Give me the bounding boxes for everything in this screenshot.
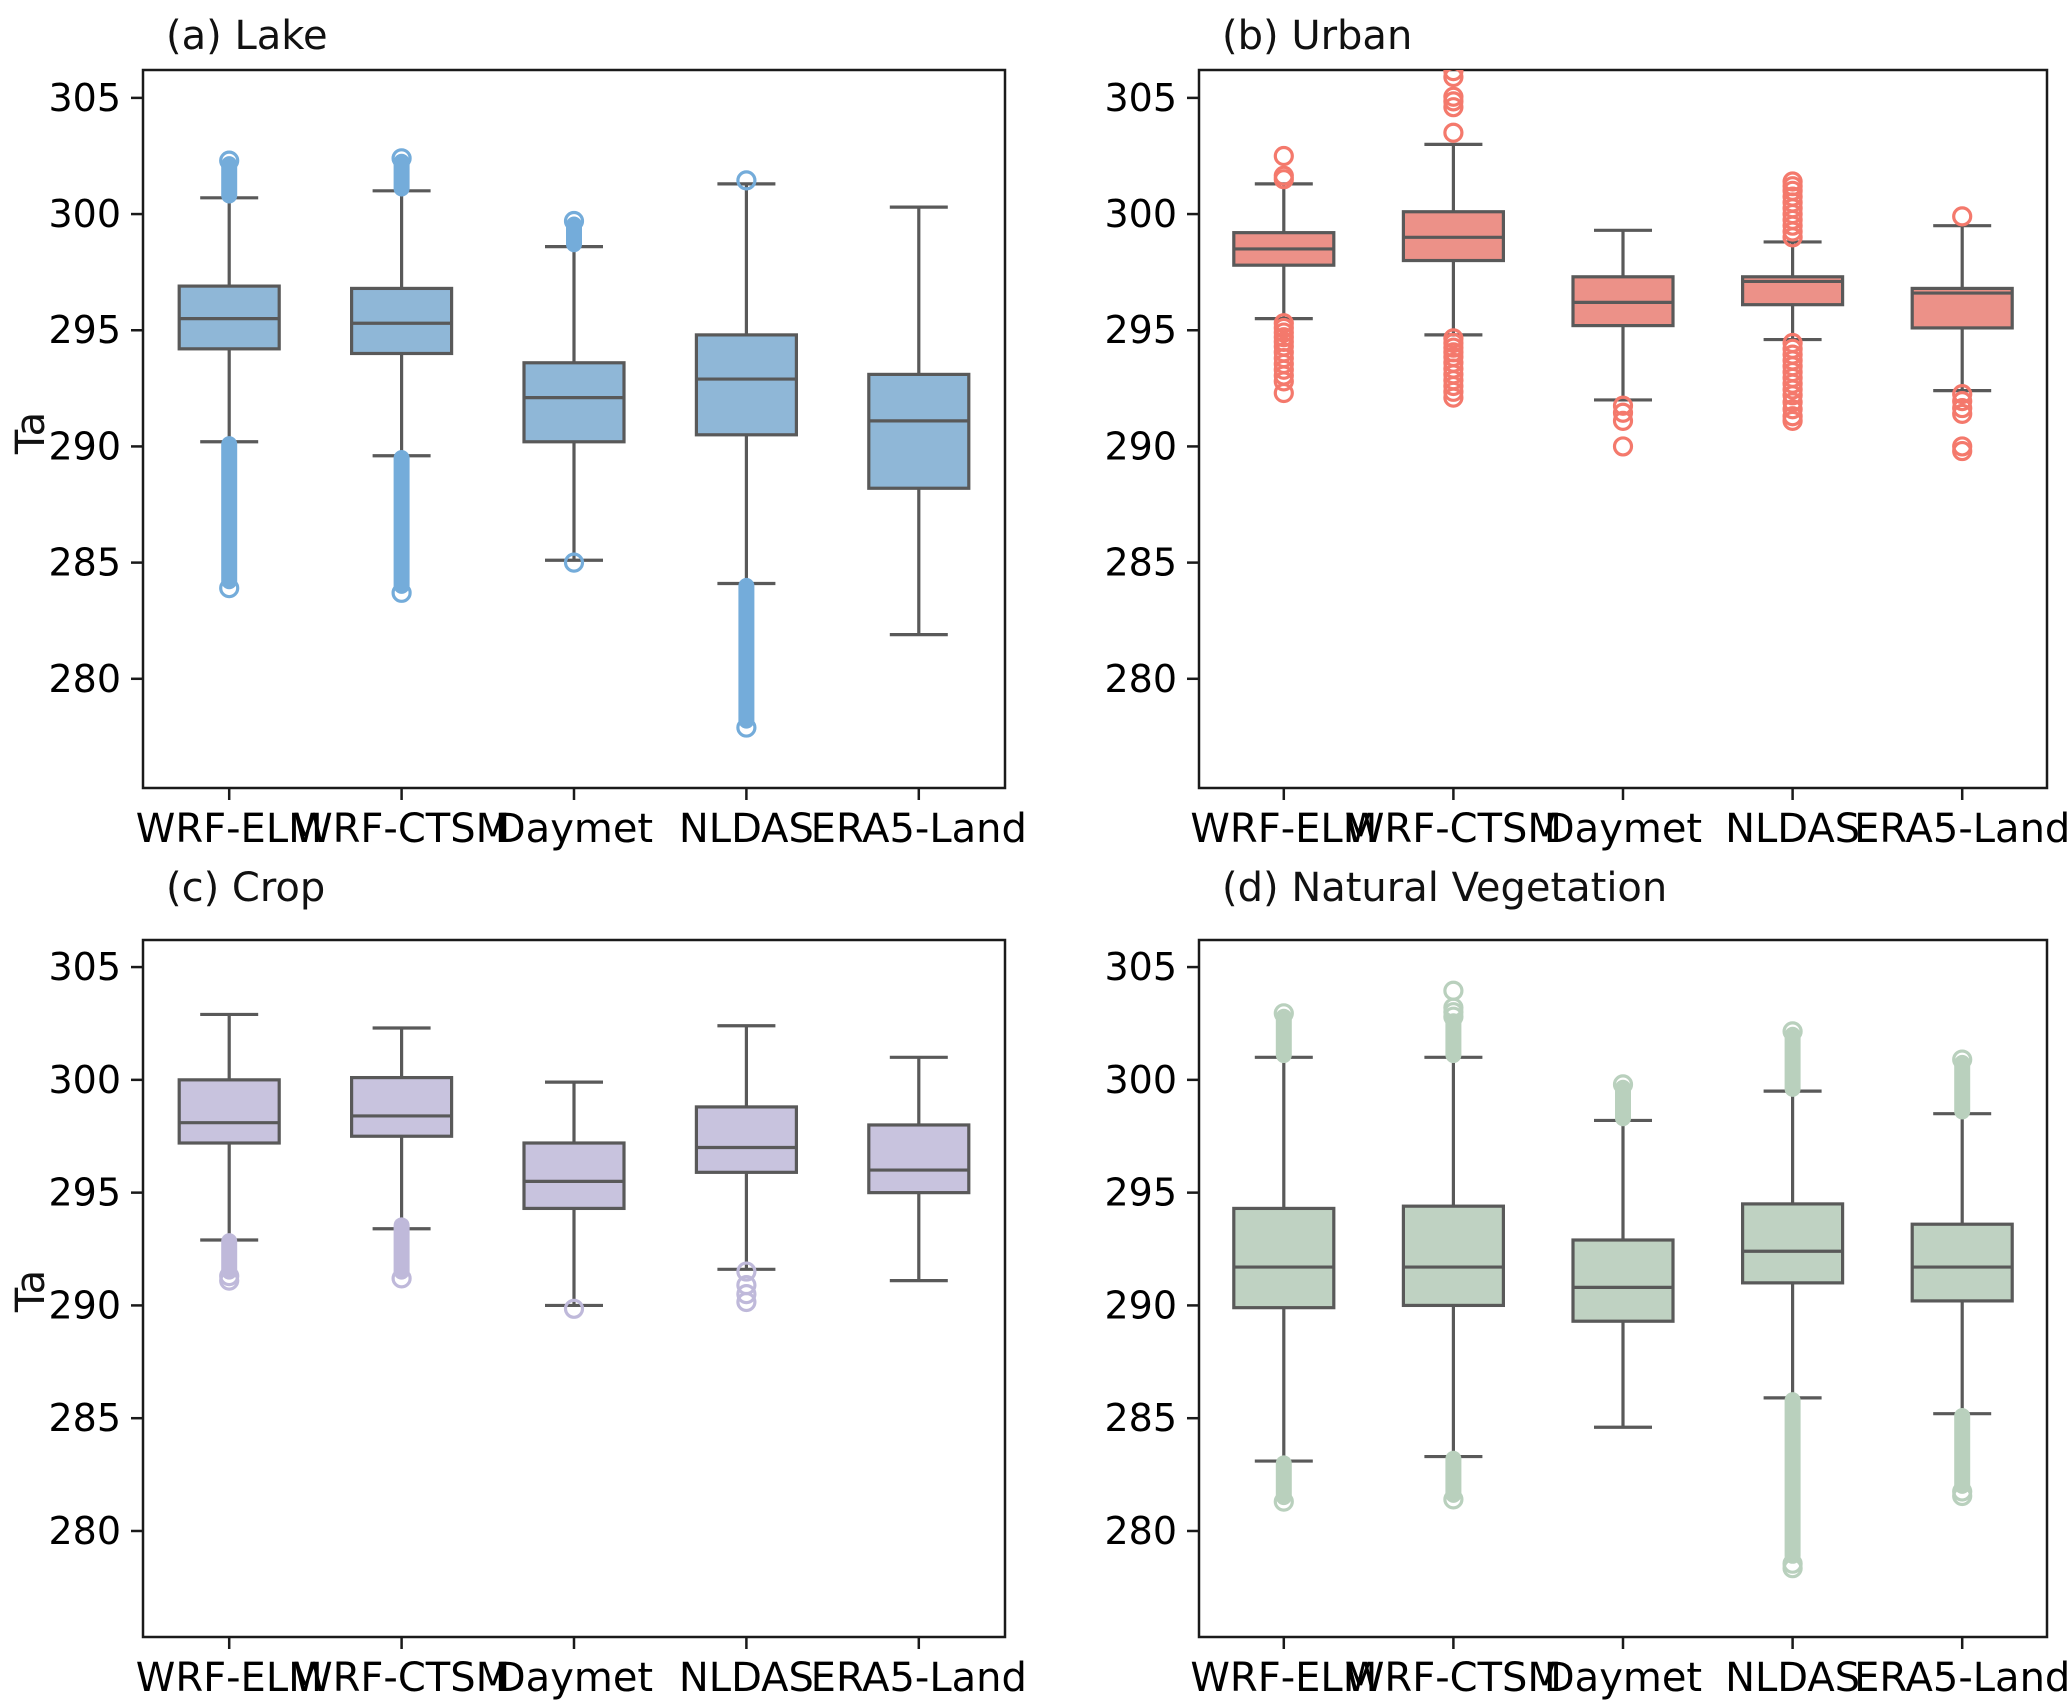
- panel-b-box-wrf-elm: [1232, 145, 1336, 404]
- panel-c-xtick-nldas: NLDAS: [679, 1655, 814, 1701]
- panel-a-xtick-daymet: Daymet: [495, 806, 653, 852]
- panel-d-xtick-nldas: NLDAS: [1725, 1655, 1860, 1701]
- panel-c-ytick-295: 295: [48, 1171, 121, 1215]
- panel-b-box-wrf-ctsm: [1401, 70, 1506, 408]
- panel-d-xtick-daymet: Daymet: [1544, 1655, 1702, 1701]
- panel-d-title: (d) Natural Vegetation: [1222, 865, 1668, 911]
- panel-c-xtick-wrf-elm: WRF-ELM: [136, 1655, 323, 1701]
- panel-b-ytick-305: 305: [1104, 76, 1177, 120]
- panel-a-box-wrf-elm: [177, 150, 281, 599]
- panel-b-ytick-290: 290: [1104, 424, 1177, 468]
- panel-b-xtick-daymet: Daymet: [1544, 806, 1702, 852]
- panel-c-xtick-era5-land: ERA5-Land: [811, 1655, 1027, 1701]
- panel-a-title: (a) Lake: [166, 13, 328, 59]
- panel-c-ytick-290: 290: [48, 1283, 121, 1327]
- panel-c-box-nldas: [694, 1024, 799, 1313]
- panel-a-ytick-280: 280: [48, 657, 121, 701]
- panel-c-data: [177, 1012, 971, 1319]
- panel-a-ytick-290: 290: [48, 424, 121, 468]
- panel-b-xtick-era5-land: ERA5-Land: [1854, 806, 2067, 852]
- panel-a-box-nldas: [694, 170, 799, 738]
- panel-a-ytick-295: 295: [48, 308, 121, 352]
- panel-d-xtick-era5-land: ERA5-Land: [1854, 1655, 2067, 1701]
- panel-c-ytick-280: 280: [48, 1509, 121, 1553]
- panel-a-data: [177, 148, 971, 738]
- panel-b-box-era5-land: [1910, 206, 2014, 462]
- panel-c-xtick-wrf-ctsm: WRF-CTSM: [293, 1655, 510, 1701]
- panel-d-box-era5-land: [1910, 1049, 2014, 1507]
- panel-d-box-wrf-ctsm: [1401, 980, 1506, 1510]
- panel-d-ytick-285: 285: [1104, 1396, 1177, 1440]
- panel-d-ytick-280: 280: [1104, 1509, 1177, 1553]
- panel-d-box-nldas: [1740, 1021, 1845, 1579]
- panel-c-box-wrf-elm: [177, 1012, 281, 1291]
- panel-a-xtick-wrf-ctsm: WRF-CTSM: [293, 806, 510, 852]
- panel-b-ytick-280: 280: [1104, 657, 1177, 701]
- panel-a-box-wrf-ctsm: [350, 148, 454, 603]
- panel-d-xtick-wrf-ctsm: WRF-CTSM: [1345, 1655, 1562, 1701]
- panel-a-box-daymet: [522, 210, 626, 573]
- panel-c-ytick-285: 285: [48, 1396, 121, 1440]
- panel-c-ytick-300: 300: [48, 1058, 121, 1102]
- panel-b-data: [1232, 70, 2014, 462]
- panel-c-xtick-daymet: Daymet: [495, 1655, 653, 1701]
- panel-b-box-daymet: [1571, 228, 1675, 457]
- panel-d-xtick-wrf-elm: WRF-ELM: [1190, 1655, 1377, 1701]
- panel-d-box-wrf-elm: [1232, 1003, 1336, 1512]
- panel-a-xtick-nldas: NLDAS: [679, 806, 814, 852]
- panel-a-ytick-300: 300: [48, 192, 121, 236]
- panel-a-xtick-era5-land: ERA5-Land: [811, 806, 1027, 852]
- panel-d-ytick-290: 290: [1104, 1283, 1177, 1327]
- panel-c-box-daymet: [522, 1080, 626, 1319]
- panel-c-title: (c) Crop: [166, 865, 326, 911]
- panel-a-ytick-305: 305: [48, 76, 121, 120]
- panel-d-ytick-300: 300: [1104, 1058, 1177, 1102]
- panel-a-box-era5-land: [867, 205, 971, 637]
- panel-b-xtick-nldas: NLDAS: [1725, 806, 1860, 852]
- panel-b-title: (b) Urban: [1222, 13, 1413, 59]
- panel-b-ytick-295: 295: [1104, 308, 1177, 352]
- panel-b-xtick-wrf-ctsm: WRF-CTSM: [1345, 806, 1562, 852]
- panel-c-box-wrf-ctsm: [350, 1026, 454, 1289]
- panel-b-ytick-285: 285: [1104, 541, 1177, 585]
- panel-a-ytick-285: 285: [48, 541, 121, 585]
- panel-b-box-nldas: [1740, 171, 1845, 431]
- panel-c-box-era5-land: [867, 1055, 971, 1283]
- panel-d-data: [1232, 980, 2014, 1579]
- panel-a-xtick-wrf-elm: WRF-ELM: [136, 806, 323, 852]
- panel-c-ytick-305: 305: [48, 945, 121, 989]
- panel-b-xtick-wrf-elm: WRF-ELM: [1190, 806, 1377, 852]
- panel-d-ytick-295: 295: [1104, 1171, 1177, 1215]
- panel-d-ytick-305: 305: [1104, 945, 1177, 989]
- panel-b-ytick-300: 300: [1104, 192, 1177, 236]
- panel-d-box-daymet: [1571, 1074, 1675, 1429]
